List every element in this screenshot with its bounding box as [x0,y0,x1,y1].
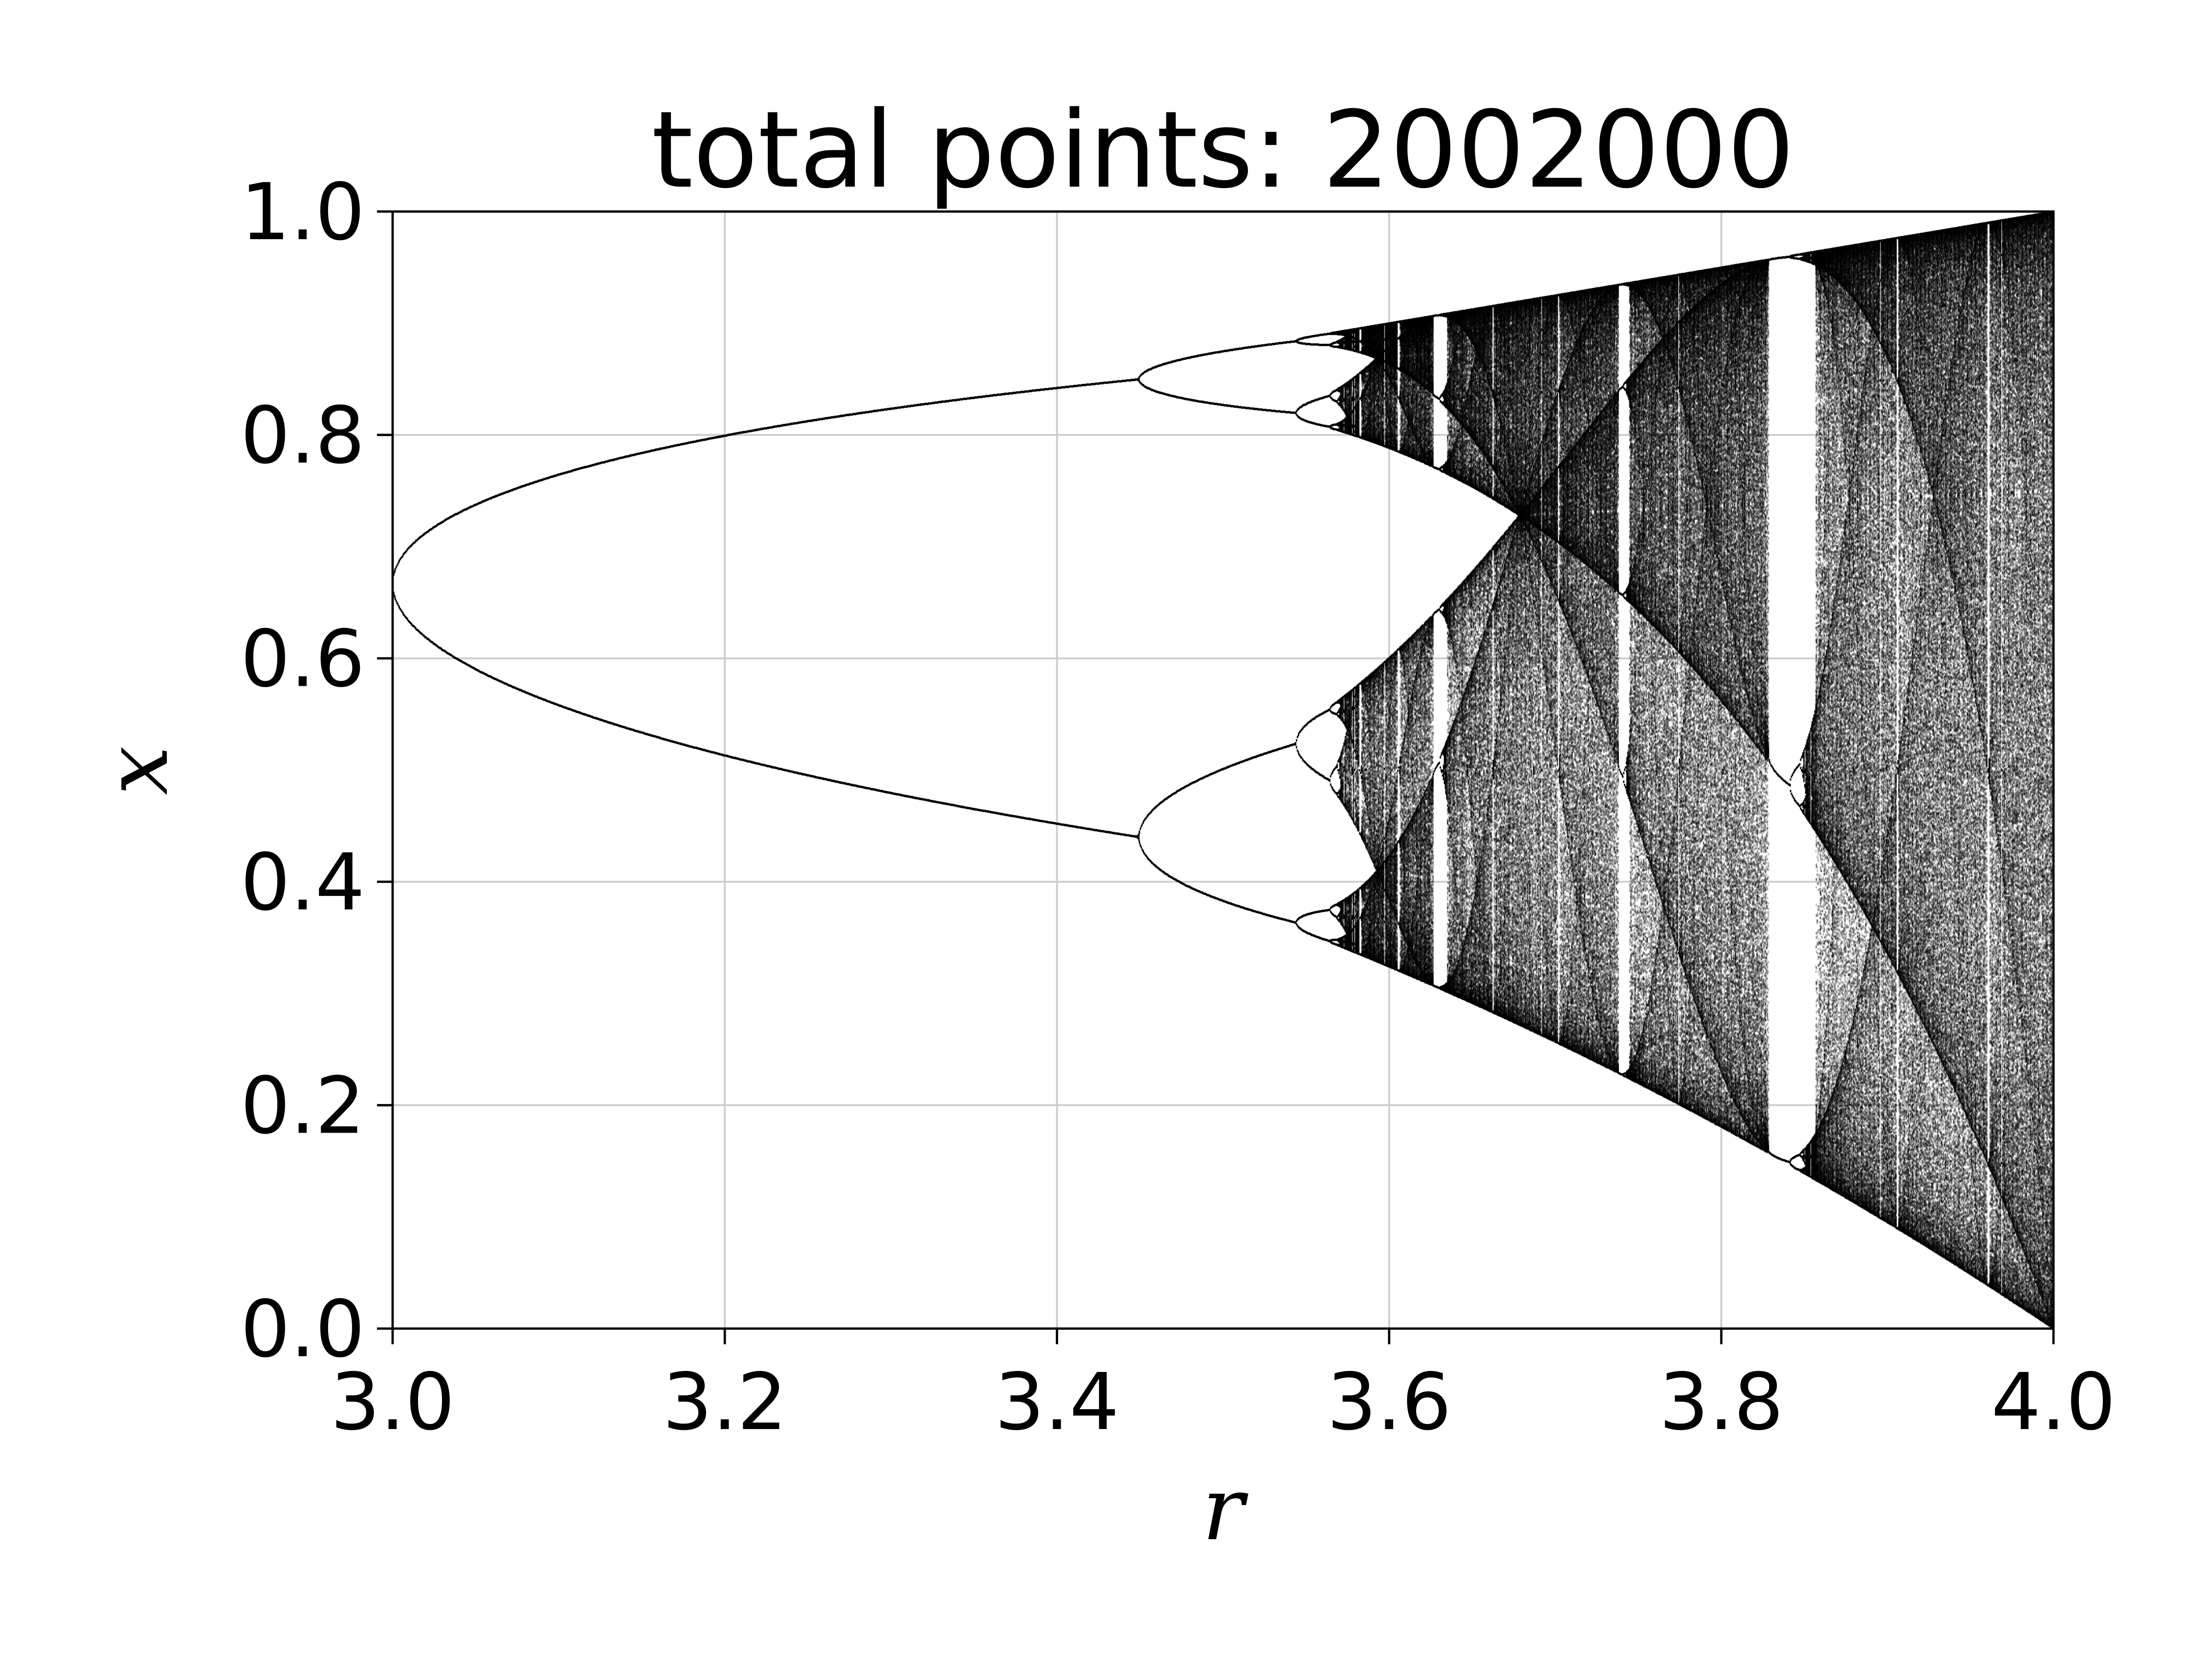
x-tick-label-3: 3.6 [1327,1357,1451,1448]
y-axis-label: x [86,746,188,795]
x-axis-label: r [1202,1458,1249,1560]
y-axis-ticks: 0.0 0.2 0.4 0.6 0.8 1.0 [241,167,393,1375]
axes-frame [391,210,2055,1330]
bifurcation-scatter-points [393,212,2053,1329]
x-tick-label-4: 3.8 [1659,1357,1783,1448]
y-tick-label-1: 0.2 [241,1060,365,1152]
plot-area [393,212,2053,1329]
y-tick-label-0: 0.0 [241,1284,365,1375]
y-tick-label-3: 0.6 [241,614,365,705]
x-axis-ticks: 3.0 3.2 3.4 3.6 3.8 4.0 [330,1329,2116,1448]
x-tick-label-2: 3.4 [994,1357,1119,1448]
chart-title: total points: 2002000 [652,89,1794,212]
x-tick-label-1: 3.2 [663,1357,787,1448]
y-tick-label-4: 0.8 [241,390,365,482]
x-tick-label-5: 4.0 [1991,1357,2116,1448]
x-tick-label-0: 3.0 [330,1357,455,1448]
y-tick-label-2: 0.4 [241,837,365,928]
y-tick-label-5: 1.0 [241,167,365,258]
